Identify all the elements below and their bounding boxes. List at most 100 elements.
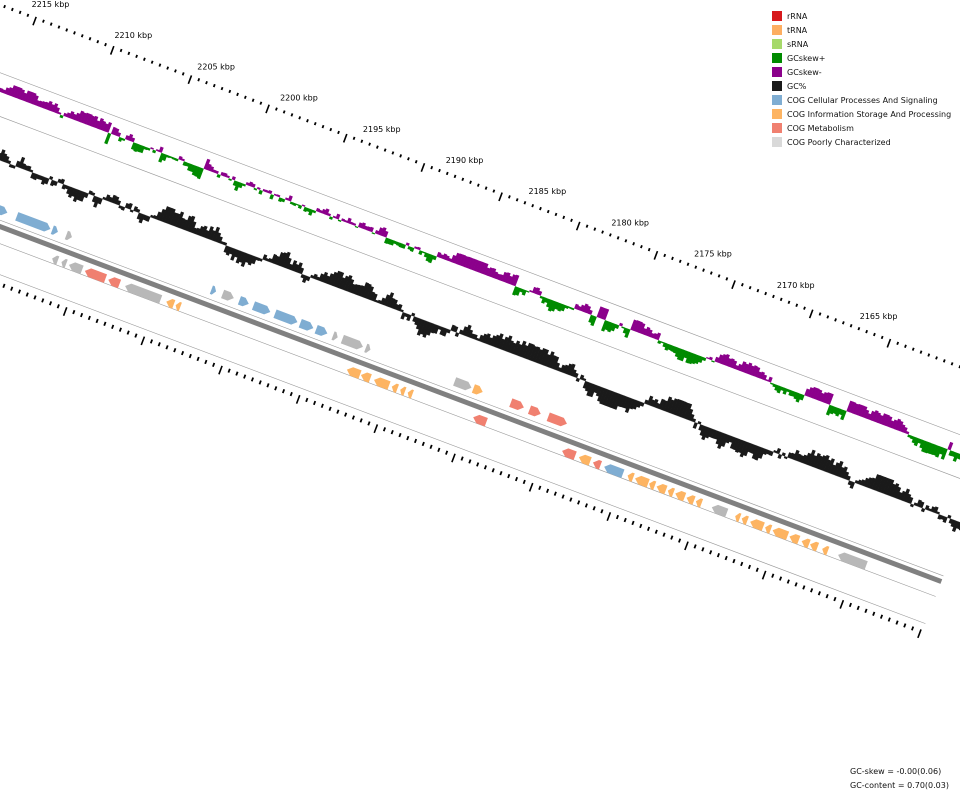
gc-content-bin [698,424,704,431]
gc-content-bin [321,271,329,283]
legend-label: COG Cellular Processes And Signaling [787,95,938,105]
gc-content-bin [360,282,370,298]
gc-skew-bin [534,287,541,295]
gene-feature [374,377,391,390]
gc-skew-bin [874,412,882,423]
gc-skew-bin [599,307,607,320]
gene-feature [391,383,399,393]
gc-skew-bin [515,287,522,296]
gc-content-bin [801,454,808,464]
gc-content-bin [750,444,757,455]
gc-skew-bin [301,204,306,207]
gc-content-bin [284,257,292,269]
gc-content-bin [729,436,735,443]
gc-skew-bin [788,389,794,397]
gc-content-bin [71,188,78,198]
gc-skew-bin [832,406,839,415]
ruler-major-tick [187,75,193,85]
ruler-minor-tick [546,209,550,214]
gc-skew-bin [158,146,164,153]
gc-content-bin [809,455,817,467]
gc-skew-bin [635,321,643,333]
inner-minor-tick [157,342,161,347]
ruler-minor-tick [96,39,100,44]
gc-skew-bin [214,170,219,175]
gc-skew-bin [360,222,366,230]
gc-content-bin [475,337,480,341]
gc-skew-bin [475,260,483,273]
inner-minor-tick [445,450,449,455]
gc-skew-bin [840,410,847,421]
gc-skew-bin [947,441,954,451]
gc-skew-bin [117,136,123,142]
gc-content-bin [158,208,166,222]
gc-content-bin [559,364,566,373]
legend-label: COG Metabolism [787,123,854,133]
inner-minor-tick [289,391,293,397]
inner-minor-tick [266,383,270,388]
gc-skew-bin [9,85,17,97]
gc-content-bin [93,196,100,208]
gc-content-bin [732,438,740,451]
gc-skew-bin [292,202,297,207]
ruler-minor-tick [430,165,434,170]
gc-skew-bin [401,243,406,249]
legend-label: COG Poorly Characterized [787,137,891,147]
gc-content-bin [371,293,378,302]
gc-skew-bin [711,360,715,363]
ruler-minor-tick [772,294,775,299]
gc-skew-bin [295,203,300,206]
ruler-minor-tick [663,253,667,258]
gc-content-bin [6,160,12,165]
gc-content-bin [629,398,637,410]
gene-feature [604,464,625,478]
gc-content-bin [743,442,752,457]
gc-skew-bin [725,357,732,367]
gene-feature [546,412,567,427]
inner-minor-tick [250,377,254,382]
inner-minor-tick [623,517,627,523]
legend-swatch [772,137,782,147]
gc-skew-bin [389,239,395,246]
gc-content-bin [486,337,493,346]
gc-content-bin [79,191,86,202]
gc-skew-bin [18,89,26,100]
gc-skew-bin [877,414,884,424]
gc-content-bin [305,276,311,282]
ruler-minor-tick [352,136,356,141]
gc-content-bin [255,257,260,262]
gc-skew-bin [273,193,278,197]
gc-skew-bin [776,385,783,394]
gc-skew-bin [256,186,261,190]
gc-skew-bin [12,86,20,98]
ruler-minor-tick [608,233,612,237]
gc-content-bin [298,267,305,275]
gc-content-bin [729,437,738,450]
gc-skew-bin [770,382,774,386]
gc-content-bin [548,354,557,369]
gc-content-bin [385,292,395,307]
gc-content-bin [686,408,694,421]
gc-content-bin [49,175,54,180]
gc-content-bin [589,384,597,398]
gene-feature [822,545,830,556]
gc-skew-bin [349,221,354,225]
gc-content-bin [936,511,940,515]
gc-content-bin [195,227,201,236]
gc-content-bin [517,340,527,357]
gc-content-bin [877,476,886,493]
gc-skew-bin [694,354,701,365]
gc-content-bin [821,454,830,472]
gc-skew-bin [923,441,931,454]
gene-feature [810,541,820,552]
gc-skew-bin [312,209,317,214]
gc-skew-bin [952,452,959,462]
gene-feature [741,515,749,525]
gc-content-bin [792,449,800,461]
gc-skew-bin [835,407,842,417]
gc-content-bin [105,194,111,202]
ruler-label: 2215 kbp [32,0,70,9]
gc-skew-bin [37,100,44,108]
inner-major-tick [373,424,379,434]
inner-minor-tick [95,318,99,324]
